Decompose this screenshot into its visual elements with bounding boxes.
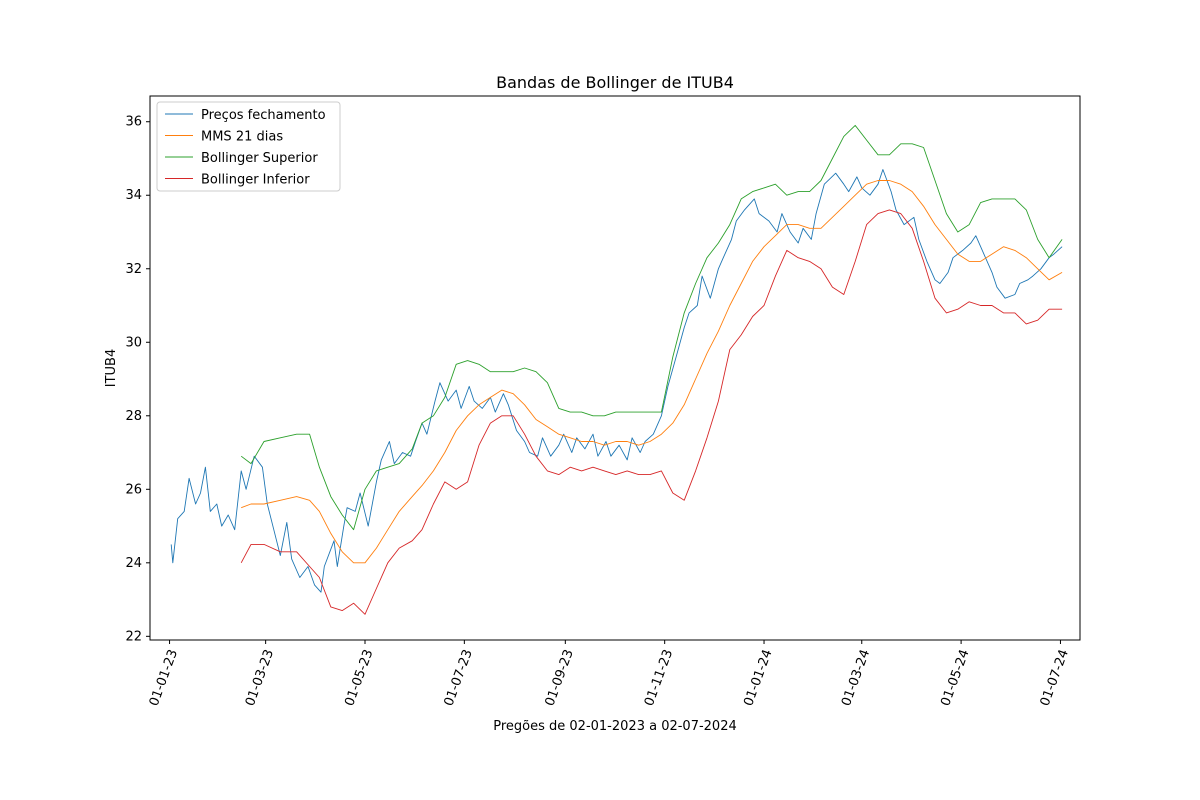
y-tick-label-7: 36 — [125, 115, 142, 130]
series-line-1 — [241, 180, 1063, 564]
y-tick-label-2: 26 — [125, 482, 142, 497]
x-axis-label: Pregões de 02-01-2023 a 02-07-2024 — [493, 719, 737, 734]
y-tick-label-4: 30 — [125, 335, 142, 350]
y-tick-label-5: 32 — [125, 262, 142, 277]
y-tick-label-3: 28 — [125, 409, 142, 424]
legend-label-3: Bollinger Inferior — [201, 173, 310, 188]
legend-label-2: Bollinger Superior — [201, 151, 318, 166]
y-axis-label: ITUB4 — [104, 349, 119, 387]
y-tick-label-6: 34 — [125, 188, 142, 203]
legend-label-0: Preços fechamento — [201, 108, 326, 123]
series-line-0 — [170, 169, 1063, 593]
y-tick-label-1: 24 — [125, 556, 142, 571]
series-line-3 — [240, 209, 1063, 615]
legend-box — [156, 101, 341, 192]
legend: Preços fechamento MMS 21 dias Bollinger Su… — [156, 101, 341, 192]
legend-label-1: MMS 21 dias — [201, 130, 283, 145]
series-line-2 — [240, 124, 1063, 531]
chart-title: Bandas de Bollinger de ITUB4 — [496, 73, 734, 92]
series-layer — [170, 124, 1063, 615]
plot-area-frame — [149, 95, 1081, 641]
y-tick-label-0: 22 — [125, 629, 142, 644]
